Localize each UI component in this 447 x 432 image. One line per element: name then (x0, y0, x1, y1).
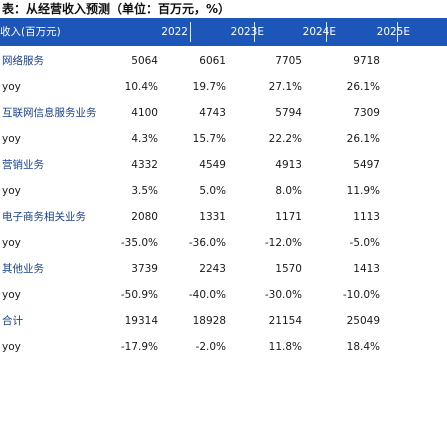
header-separator (254, 22, 255, 42)
cell-2022: 4100 (131, 107, 158, 119)
cell-2025e: -5.0% (349, 237, 380, 249)
row-label: yoy (2, 341, 21, 353)
cell-2024e: 11.8% (268, 341, 302, 353)
row-label: 网络服务 (2, 55, 44, 67)
row-label: 其他业务 (2, 263, 44, 275)
cell-2022: 10.4% (124, 81, 158, 93)
header-separator (326, 22, 327, 42)
cell-2025e: 11.9% (346, 185, 380, 197)
cell-2023e: 1331 (199, 211, 226, 223)
cell-2024e: -30.0% (264, 289, 302, 301)
row-label: 互联网信息服务业务 (2, 107, 97, 119)
cell-2022: 4332 (131, 159, 158, 171)
cell-2023e: 4743 (199, 107, 226, 119)
table-row: 合计 19314 18928 21154 25049 (0, 308, 447, 334)
row-label: 营销业务 (2, 159, 44, 171)
header-year-2025e: 2025E (376, 26, 410, 38)
cell-2025e: 18.4% (346, 341, 380, 353)
table-row: 网络服务 5064 6061 7705 9718 (0, 48, 447, 74)
cell-2025e: 1413 (353, 263, 380, 275)
table-row: 电子商务相关业务 2080 1331 1171 1113 (0, 204, 447, 230)
cell-2022: -50.9% (120, 289, 158, 301)
row-label: 电子商务相关业务 (2, 211, 86, 223)
cell-2025e: 9718 (353, 55, 380, 67)
cell-2024e: 4913 (275, 159, 302, 171)
table-row: 其他业务 3739 2243 1570 1413 (0, 256, 447, 282)
cell-2023e: 4549 (199, 159, 226, 171)
cell-2023e: 15.7% (192, 133, 226, 145)
cell-2024e: 22.2% (268, 133, 302, 145)
table-row: yoy -17.9% -2.0% 11.8% 18.4% (0, 334, 447, 360)
cell-2025e: 26.1% (346, 133, 380, 145)
cell-2022: 2080 (131, 211, 158, 223)
header-year-2024e: 2024E (302, 26, 336, 38)
header-separator (397, 22, 398, 42)
cell-2022: -35.0% (120, 237, 158, 249)
cell-2022: 3.5% (131, 185, 158, 197)
table-caption: 表：从经营收入预测（单位：百万元，%） (2, 2, 231, 16)
row-label: 合计 (2, 315, 23, 327)
cell-2025e: 1113 (353, 211, 380, 223)
table-row: yoy 4.3% 15.7% 22.2% 26.1% (0, 126, 447, 152)
cell-2023e: -40.0% (188, 289, 226, 301)
cell-2025e: 26.1% (346, 81, 380, 93)
cell-2024e: 8.0% (275, 185, 302, 197)
row-label: yoy (2, 81, 21, 93)
cell-2023e: 18928 (192, 315, 226, 327)
cell-2023e: 2243 (199, 263, 226, 275)
cell-2024e: -12.0% (264, 237, 302, 249)
header-label: 收入(百万元) (0, 26, 61, 38)
cell-2023e: -2.0% (195, 341, 226, 353)
cell-2023e: 19.7% (192, 81, 226, 93)
table-row: 互联网信息服务业务 4100 4743 5794 7309 (0, 100, 447, 126)
cell-2023e: 6061 (199, 55, 226, 67)
row-label: yoy (2, 289, 21, 301)
header-year-2022: 2022 (161, 26, 188, 38)
cell-2022: 3739 (131, 263, 158, 275)
cell-2024e: 1570 (275, 263, 302, 275)
cell-2025e: 25049 (346, 315, 380, 327)
forecast-table: 网络服务 5064 6061 7705 9718 yoy 10.4% 19.7%… (0, 48, 447, 360)
table-row: yoy 10.4% 19.7% 27.1% 26.1% (0, 74, 447, 100)
cell-2025e: 7309 (353, 107, 380, 119)
table-row: yoy -35.0% -36.0% -12.0% -5.0% (0, 230, 447, 256)
cell-2022: -17.9% (120, 341, 158, 353)
row-label: yoy (2, 185, 21, 197)
cell-2025e: -10.0% (342, 289, 380, 301)
cell-2024e: 5794 (275, 107, 302, 119)
table-header: 收入(百万元) 2022 2023E 2024E 2025E (0, 18, 447, 46)
cell-2024e: 27.1% (268, 81, 302, 93)
cell-2023e: 5.0% (199, 185, 226, 197)
cell-2025e: 5497 (353, 159, 380, 171)
cell-2024e: 7705 (275, 55, 302, 67)
row-label: yoy (2, 237, 21, 249)
cell-2022: 5064 (131, 55, 158, 67)
cell-2023e: -36.0% (188, 237, 226, 249)
cell-2024e: 21154 (268, 315, 302, 327)
cell-2022: 19314 (124, 315, 158, 327)
cell-2024e: 1171 (275, 211, 302, 223)
table-row: yoy 3.5% 5.0% 8.0% 11.9% (0, 178, 447, 204)
table-row: 营销业务 4332 4549 4913 5497 (0, 152, 447, 178)
cell-2022: 4.3% (131, 133, 158, 145)
table-row: yoy -50.9% -40.0% -30.0% -10.0% (0, 282, 447, 308)
row-label: yoy (2, 133, 21, 145)
header-year-2023e: 2023E (230, 26, 264, 38)
header-separator (190, 22, 191, 42)
